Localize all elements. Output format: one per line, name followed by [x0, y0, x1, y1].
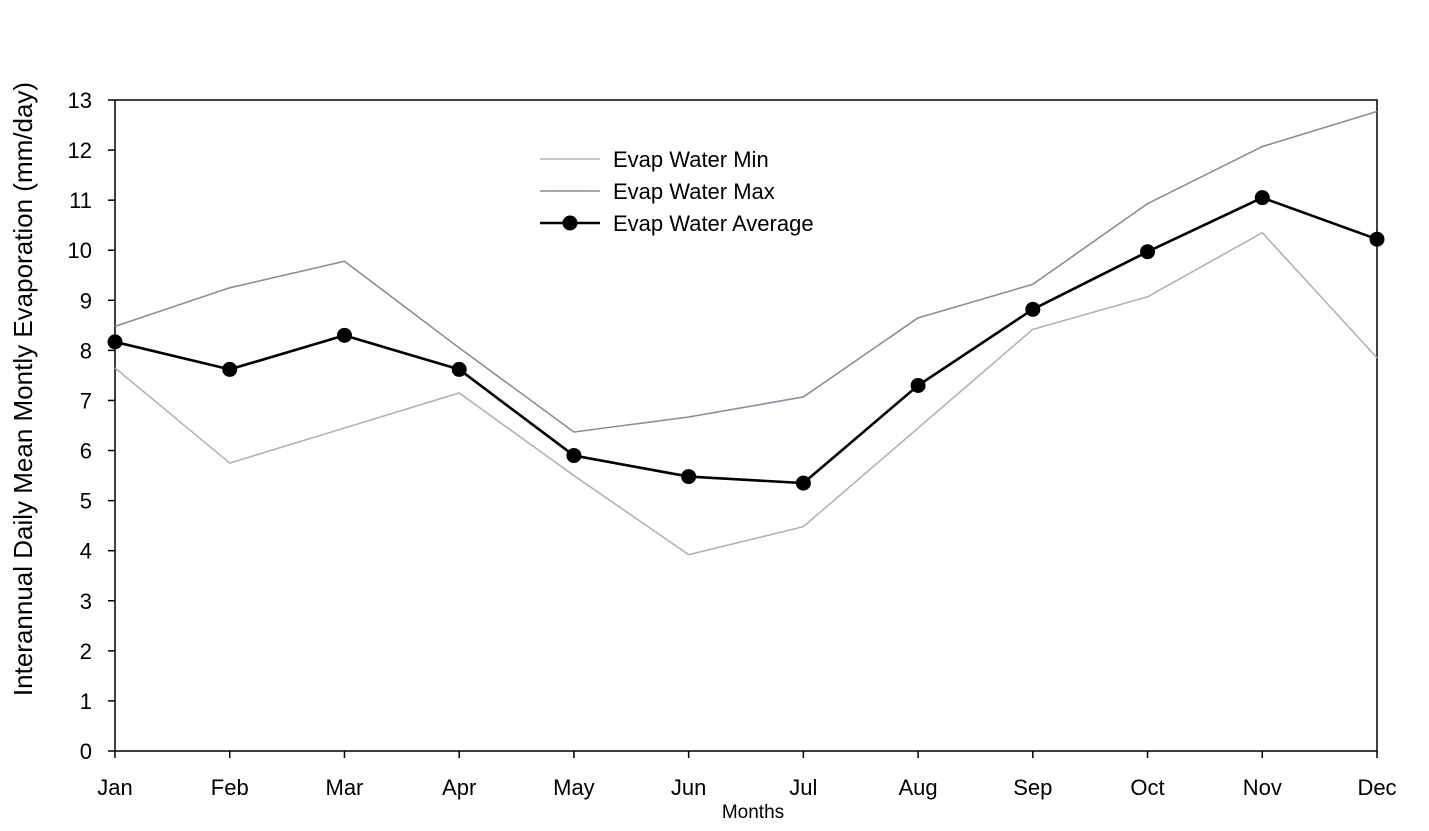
- x-tick-label-jul: Jul: [789, 775, 817, 800]
- x-tick-label-mar: Mar: [326, 775, 364, 800]
- y-tick-label-3: 3: [80, 589, 92, 614]
- point-evap-water-average-apr: [451, 361, 467, 377]
- series-line-evap-water-min: [114, 231, 1378, 556]
- series-line-evap-water-average: [114, 196, 1378, 485]
- legend: Evap Water Min Evap Water Max Evap Water A…: [540, 147, 814, 236]
- series-layer: [107, 110, 1385, 556]
- point-evap-water-average-sep: [1025, 301, 1041, 317]
- y-tick-label-9: 9: [80, 288, 92, 313]
- point-evap-water-average-feb: [222, 361, 238, 377]
- y-axis-title: Interannual Daily Mean Montly Evaporatio…: [8, 82, 38, 696]
- y-tick-label-1: 1: [80, 689, 92, 714]
- point-evap-water-average-nov: [1254, 190, 1270, 206]
- point-evap-water-average-mar: [336, 327, 352, 343]
- y-tick-label-2: 2: [80, 639, 92, 664]
- y-tick-label-0: 0: [80, 739, 92, 764]
- y-tick-label-10: 10: [68, 238, 92, 263]
- point-evap-water-average-may: [566, 448, 582, 464]
- x-tick-label-dec: Dec: [1357, 775, 1396, 800]
- x-tick-label-nov: Nov: [1243, 775, 1282, 800]
- x-tick-label-apr: Apr: [442, 775, 476, 800]
- series-line-evap-water-max: [114, 110, 1378, 433]
- point-evap-water-average-dec: [1369, 231, 1385, 247]
- y-tick-label-5: 5: [80, 489, 92, 514]
- x-tick-label-aug: Aug: [899, 775, 938, 800]
- y-tick-label-13: 13: [68, 88, 92, 113]
- y-tick-label-4: 4: [80, 539, 92, 564]
- legend-label-evap-water-min: Evap Water Min: [613, 147, 769, 172]
- x-tick-label-sep: Sep: [1013, 775, 1052, 800]
- x-axis: Jan Feb Mar Apr May Jun Jul Aug Sep Oct Nov Dec: [97, 751, 1397, 800]
- x-tick-label-may: May: [553, 775, 595, 800]
- point-evap-water-average-jun: [681, 469, 697, 485]
- y-tick-label-8: 8: [80, 338, 92, 363]
- plot-area: [114, 99, 1378, 752]
- point-evap-water-average-jul: [795, 475, 811, 491]
- legend-marker-evap-water-average: [562, 215, 578, 231]
- x-axis-title: Months: [722, 802, 784, 823]
- x-tick-label-feb: Feb: [211, 775, 249, 800]
- y-tick-label-12: 12: [68, 138, 92, 163]
- point-evap-water-average-aug: [910, 377, 926, 393]
- legend-label-evap-water-average: Evap Water Average: [613, 211, 814, 236]
- y-tick-label-11: 11: [69, 188, 92, 213]
- point-evap-water-average-jan: [107, 334, 123, 350]
- x-tick-label-oct: Oct: [1130, 775, 1164, 800]
- legend-label-evap-water-max: Evap Water Max: [613, 179, 775, 204]
- y-tick-label-6: 6: [80, 439, 92, 464]
- y-tick-label-7: 7: [80, 388, 92, 413]
- x-tick-label-jan: Jan: [97, 775, 132, 800]
- point-evap-water-average-oct: [1140, 244, 1156, 260]
- x-tick-label-jun: Jun: [671, 775, 706, 800]
